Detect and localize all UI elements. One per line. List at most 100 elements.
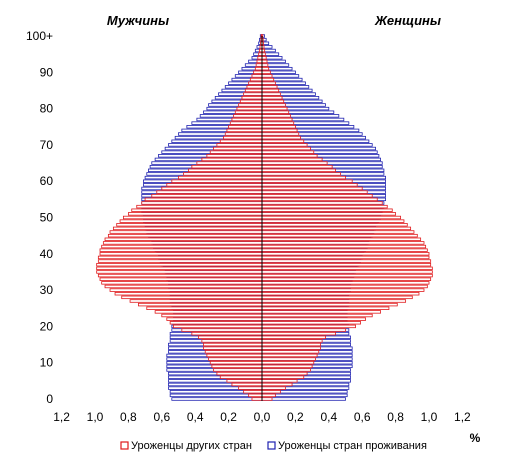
foreign-born-female-bar [261, 317, 366, 321]
foreign-born-female-bar [261, 103, 286, 107]
foreign-born-female-bar [261, 302, 398, 307]
foreign-born-male-bar [104, 237, 263, 241]
foreign-born-female-bar [261, 339, 323, 343]
foreign-born-male-bar [114, 292, 263, 296]
foreign-born-female-bar [261, 324, 356, 329]
foreign-born-female-bar [261, 212, 397, 216]
foreign-born-male-bar [198, 335, 263, 339]
foreign-born-female-bar [261, 350, 320, 354]
foreign-born-male-bar [97, 273, 263, 278]
foreign-born-female-bar [261, 273, 433, 278]
foreign-born-male-bar [258, 52, 263, 56]
foreign-born-female-bar [261, 226, 412, 231]
foreign-born-female-bar [261, 114, 291, 118]
x-tick-label: 0,4 [187, 410, 204, 424]
foreign-born-male-bar [251, 74, 263, 78]
foreign-born-female-bar [261, 204, 388, 209]
foreign-born-female-bar [261, 295, 413, 300]
foreign-born-male-bar [251, 397, 263, 401]
foreign-born-female-bar [261, 197, 378, 202]
legend-label-native: Уроженцы стран проживания [278, 440, 427, 452]
foreign-born-female-bar [261, 154, 318, 158]
foreign-born-male-bar [173, 324, 263, 329]
foreign-born-female-bar [261, 342, 321, 347]
foreign-born-female-bar [261, 110, 290, 114]
foreign-born-female-bar [261, 194, 373, 198]
foreign-born-male-bar [154, 310, 263, 314]
foreign-born-male-bar [216, 143, 263, 147]
foreign-born-female-bar [261, 241, 425, 245]
y-tick-label: 70 [40, 138, 54, 152]
foreign-born-female-bar [261, 63, 269, 67]
foreign-born-female-bar [261, 313, 373, 318]
foreign-born-male-bar [201, 339, 263, 343]
x-axis-ticks: 1,2 1,0 0,8 0,6 0,4 0,2 0,0 0,2 0,4 0,6 0,8 1,0 1,2 [53, 410, 471, 424]
foreign-born-female-bar [261, 360, 315, 365]
foreign-born-female-bar [261, 382, 293, 387]
foreign-born-male-bar [228, 125, 263, 129]
foreign-born-female-bar [261, 135, 301, 140]
foreign-born-female-bar [261, 223, 408, 227]
foreign-born-male-bar [166, 183, 263, 187]
foreign-born-female-bar [261, 150, 315, 154]
foreign-born-male-bar [243, 390, 263, 394]
foreign-born-male-bar [161, 313, 263, 318]
foreign-born-male-bar [181, 328, 263, 332]
foreign-born-male-bar [119, 219, 263, 223]
foreign-born-male-bar [116, 223, 263, 227]
y-tick-label: 0 [46, 392, 53, 406]
x-tick-label: 0,2 [287, 410, 304, 424]
foreign-born-male-bar [219, 375, 263, 379]
foreign-born-male-bar [101, 281, 263, 285]
legend-label-foreign: Уроженцы других стран [131, 440, 252, 452]
y-tick-label: 20 [40, 319, 54, 333]
foreign-born-male-bar [97, 259, 263, 263]
foreign-born-male-bar [144, 197, 263, 202]
foreign-born-female-bar [261, 255, 430, 260]
x-tick-label: 1,2 [53, 410, 70, 424]
foreign-born-male-bar [112, 226, 263, 231]
foreign-born-female-bar [261, 331, 336, 336]
foreign-born-female-bar [261, 364, 313, 369]
foreign-born-male-bar [203, 342, 263, 347]
foreign-born-female-bar [261, 66, 270, 71]
foreign-born-female-bar [261, 125, 296, 129]
y-tick-label: 60 [40, 174, 54, 188]
x-tick-label: 0,2 [220, 410, 237, 424]
foreign-born-female-bar [261, 215, 402, 220]
foreign-born-female-bar [261, 266, 433, 271]
foreign-born-male-bar [109, 230, 263, 234]
foreign-born-female-bar [261, 74, 273, 78]
foreign-born-female-bar [261, 85, 278, 89]
foreign-born-male-bar [104, 284, 263, 289]
foreign-born-female-bar [261, 292, 420, 296]
foreign-born-female-bar [261, 281, 430, 285]
foreign-born-female-bar [261, 321, 361, 325]
native-born-male-bar [169, 393, 263, 398]
foreign-born-female-bar [261, 390, 281, 394]
legend: Уроженцы других стран Уроженцы стран про… [120, 440, 427, 452]
foreign-born-male-bar [203, 346, 263, 350]
foreign-born-female-bar [261, 379, 298, 383]
foreign-born-male-bar [209, 150, 263, 154]
foreign-born-female-bar [261, 186, 363, 191]
foreign-born-female-bar [261, 397, 273, 401]
foreign-born-female-bar [261, 252, 430, 256]
foreign-born-male-bar [231, 117, 263, 122]
foreign-born-female-bar [261, 208, 393, 212]
foreign-born-male-bar [96, 270, 263, 274]
foreign-born-female-bar [261, 52, 266, 56]
foreign-born-female-bar [261, 299, 407, 303]
foreign-born-male-bar [226, 128, 263, 133]
foreign-born-male-bar [99, 248, 263, 252]
foreign-born-male-bar [226, 379, 263, 383]
foreign-born-female-bar [261, 335, 326, 339]
foreign-born-female-bar [261, 175, 346, 180]
foreign-born-male-bar [246, 85, 263, 89]
foreign-born-female-bar [261, 248, 428, 252]
y-tick-label: 90 [40, 65, 54, 79]
foreign-born-male-bar [161, 186, 263, 191]
foreign-born-female-bar [261, 88, 280, 93]
foreign-born-female-bar [261, 346, 321, 350]
foreign-born-female-bar [261, 259, 432, 263]
